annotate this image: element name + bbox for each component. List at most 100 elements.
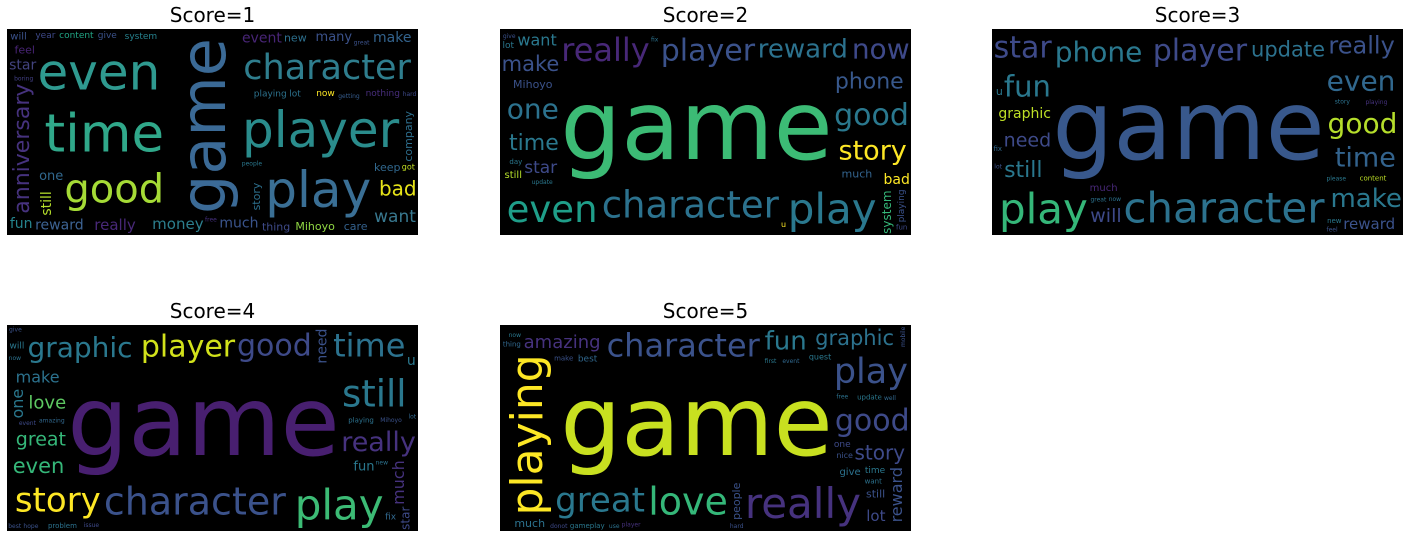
word-label: amazing (39, 418, 65, 425)
word-label: player (242, 101, 400, 159)
word-label: now (1109, 196, 1121, 203)
word-label: great (1090, 197, 1107, 204)
word-label: lot (994, 163, 1002, 170)
word-label: fix (994, 145, 1003, 153)
word-label: good (64, 166, 164, 212)
word-label: amazing (524, 332, 601, 353)
word-label: now (852, 33, 910, 66)
word-label: even (38, 44, 161, 102)
word-label: love (28, 392, 66, 413)
word-label: really (745, 479, 861, 528)
word-label: nothing (366, 89, 400, 99)
word-label: use (609, 523, 620, 530)
word-label: playing (254, 89, 287, 99)
word-label: well (884, 395, 896, 402)
word-label: free (205, 216, 217, 223)
word-label: player (661, 33, 756, 68)
word-label: free (836, 394, 848, 401)
word-label: story (1335, 99, 1351, 106)
panel-title: Score=2 (662, 3, 749, 27)
word-label: playing (897, 189, 907, 222)
panel-title: Score=3 (1154, 3, 1241, 27)
word-label: star (9, 58, 36, 74)
word-label: content (1360, 175, 1387, 183)
word-label: feel (14, 44, 34, 57)
word-label: still (39, 191, 55, 215)
word-label: star (398, 507, 412, 530)
word-label: event (242, 31, 282, 47)
word-label: make (16, 368, 60, 387)
word-label: year (35, 31, 55, 41)
word-label: hope (23, 523, 38, 530)
word-label: still (342, 373, 407, 416)
word-label: much (1090, 183, 1118, 194)
word-label: best (8, 523, 22, 530)
word-label: still (505, 170, 522, 181)
word-label: much (514, 517, 545, 530)
word-label: want (865, 478, 882, 486)
word-label: make (502, 52, 560, 76)
word-label: will (10, 31, 27, 42)
word-label: quest (809, 352, 831, 361)
word-label: event (19, 420, 37, 427)
word-label: reward (758, 35, 848, 65)
panel-title: Score=5 (662, 299, 749, 323)
word-label: star (524, 158, 557, 178)
word-label: story (839, 136, 907, 167)
word-label: good (834, 98, 909, 133)
word-label: keep (374, 161, 401, 174)
word-label: many (316, 30, 353, 45)
word-label: need (314, 329, 330, 364)
word-label: boring (14, 75, 33, 82)
word-label: mobile (900, 326, 907, 347)
word-label: want (374, 207, 416, 227)
word-label: game (560, 70, 832, 182)
word-label: new (1327, 217, 1342, 225)
word-label: great (16, 429, 66, 451)
word-label: lot (502, 41, 514, 51)
word-label: fun (896, 224, 907, 232)
word-label: really (94, 216, 136, 234)
word-label: want (517, 30, 556, 49)
word-label: update (532, 179, 553, 186)
word-label: graphic (815, 326, 894, 350)
word-label: graphic (998, 106, 1051, 122)
word-label: Mihoyo (380, 417, 402, 424)
word-label: give (503, 33, 516, 40)
word-label: time (509, 131, 559, 156)
word-label: fun (10, 216, 33, 232)
word-label: system (125, 32, 158, 42)
word-label: even (507, 188, 598, 231)
word-label: will (9, 342, 24, 352)
word-label: system (880, 190, 894, 233)
word-label: u (407, 353, 416, 369)
word-label: make (554, 354, 573, 362)
word-label: one (834, 440, 851, 450)
word-label: great (354, 40, 371, 47)
word-label: reward (1343, 215, 1395, 233)
word-label: lot (289, 90, 301, 100)
word-label: time (44, 103, 164, 164)
word-label: really (1328, 31, 1394, 59)
word-label: play (265, 161, 371, 219)
word-label: fix (385, 512, 397, 522)
word-label: character (602, 183, 780, 226)
word-label: character (607, 327, 761, 365)
word-label: great (555, 481, 645, 521)
word-label: player (1153, 33, 1248, 68)
word-label: character (1123, 184, 1325, 233)
word-label: good (237, 328, 312, 363)
word-label: play (295, 481, 384, 530)
word-label: update (1251, 37, 1325, 61)
word-label: fun (765, 326, 807, 356)
word-label: give (98, 31, 118, 41)
word-label: bad (379, 177, 417, 201)
word-label: game (167, 38, 240, 214)
word-label: one (39, 169, 63, 184)
word-label: player (622, 522, 641, 529)
word-label: fun (1004, 70, 1051, 104)
word-label: thing (262, 221, 290, 234)
